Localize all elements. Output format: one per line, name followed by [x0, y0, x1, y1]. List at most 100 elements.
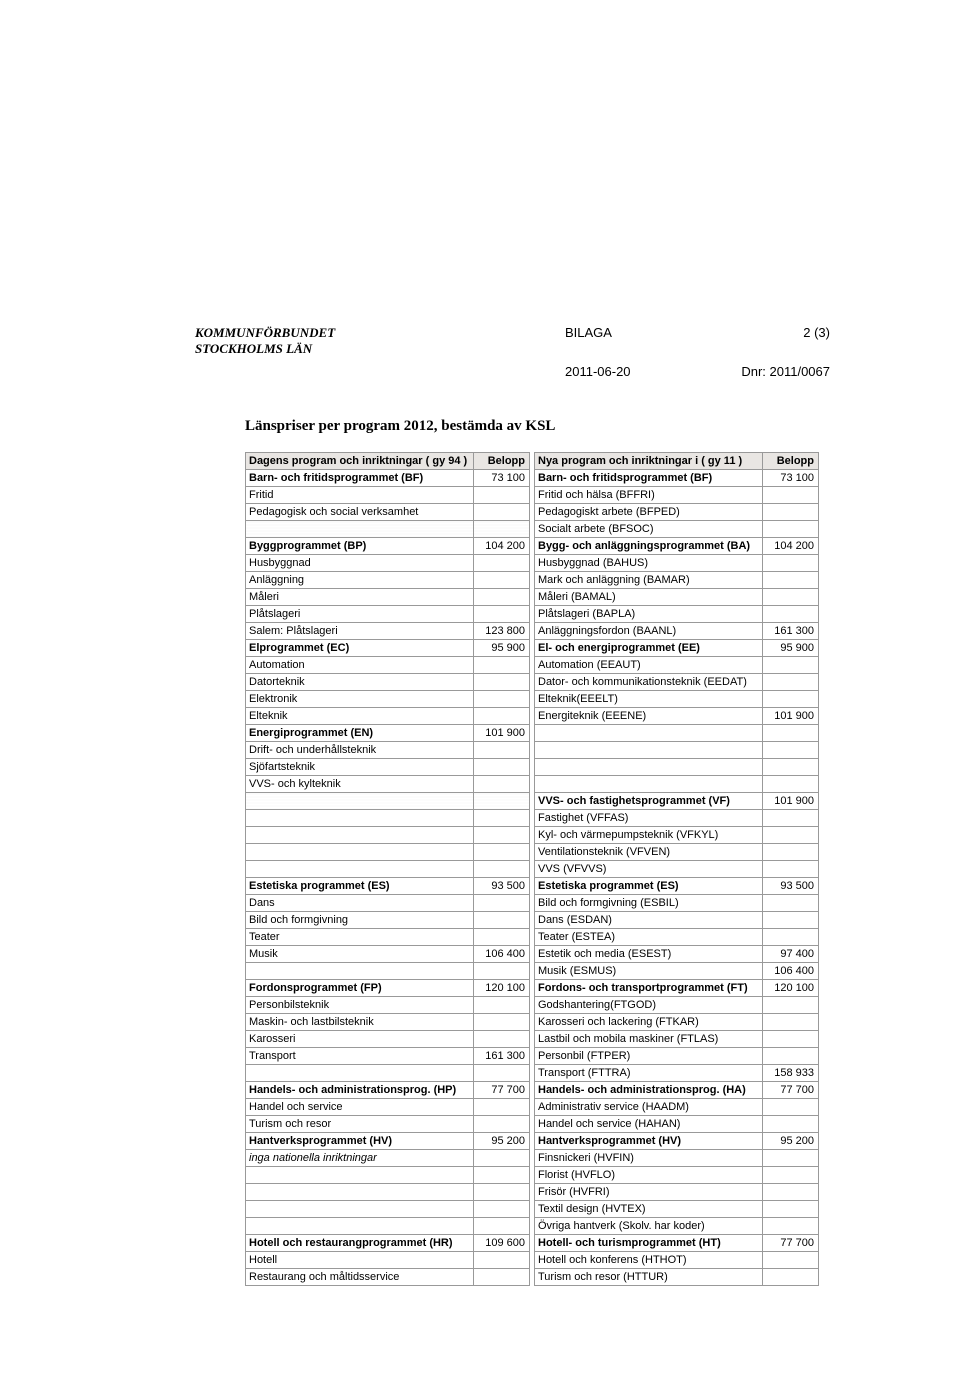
- table-row: Fordonsprogrammet (FP)120 100: [246, 980, 530, 997]
- table-row: Drift- och underhållsteknik: [246, 742, 530, 759]
- row-label: Dans: [246, 895, 474, 912]
- row-label: Drift- och underhållsteknik: [246, 742, 474, 759]
- row-label: [246, 1201, 474, 1218]
- row-amount: 93 500: [763, 878, 819, 895]
- table-row: Energiprogrammet (EN)101 900: [246, 725, 530, 742]
- table-row: [246, 793, 530, 810]
- row-label: [535, 742, 763, 759]
- row-label: [535, 725, 763, 742]
- row-amount: [474, 1252, 530, 1269]
- row-label: Bild och formgivning: [246, 912, 474, 929]
- row-label: Anläggningsfordon (BAANL): [535, 623, 763, 640]
- row-label: Barn- och fritidsprogrammet (BF): [535, 470, 763, 487]
- row-label: Estetiska programmet (ES): [246, 878, 474, 895]
- row-amount: 104 200: [763, 538, 819, 555]
- row-amount: [763, 487, 819, 504]
- row-amount: [763, 997, 819, 1014]
- row-amount: [474, 1116, 530, 1133]
- row-amount: [763, 589, 819, 606]
- row-amount: [474, 997, 530, 1014]
- row-label: Handel och service: [246, 1099, 474, 1116]
- row-label: Hotell: [246, 1252, 474, 1269]
- row-amount: 95 200: [763, 1133, 819, 1150]
- row-amount: [763, 895, 819, 912]
- row-amount: [474, 742, 530, 759]
- row-amount: 101 900: [763, 708, 819, 725]
- row-amount: 106 400: [474, 946, 530, 963]
- table-row: Fastighet (VFFAS): [535, 810, 819, 827]
- row-label: Måleri: [246, 589, 474, 606]
- row-label: Estetiska programmet (ES): [535, 878, 763, 895]
- row-amount: 120 100: [763, 980, 819, 997]
- row-label: Elektronik: [246, 691, 474, 708]
- row-label: [246, 1167, 474, 1184]
- table-row: Pedagogiskt arbete (BFPED): [535, 504, 819, 521]
- table-row: Fritid och hälsa (BFFRI): [535, 487, 819, 504]
- row-amount: [474, 708, 530, 725]
- table-row: [246, 1218, 530, 1235]
- row-label: Maskin- och lastbilsteknik: [246, 1014, 474, 1031]
- row-amount: [474, 572, 530, 589]
- table-row: Salem: Plåtslageri123 800: [246, 623, 530, 640]
- row-label: Handels- och administrationsprog. (HP): [246, 1082, 474, 1099]
- row-label: Karosseri och lackering (FTKAR): [535, 1014, 763, 1031]
- row-label: Salem: Plåtslageri: [246, 623, 474, 640]
- row-amount: [763, 1150, 819, 1167]
- row-label: Plåtslageri: [246, 606, 474, 623]
- row-amount: [474, 657, 530, 674]
- table-row: Byggprogrammet (BP)104 200: [246, 538, 530, 555]
- table-row: Handel och service (HAHAN): [535, 1116, 819, 1133]
- bilaga-label: BILAGA: [565, 325, 612, 340]
- row-label: [246, 793, 474, 810]
- table-row: Sjöfartsteknik: [246, 759, 530, 776]
- table-header-label: Dagens program och inriktningar ( gy 94 …: [246, 453, 474, 470]
- table-row: [246, 1167, 530, 1184]
- row-amount: [474, 1201, 530, 1218]
- table-row: VVS- och fastighetsprogrammet (VF)101 90…: [535, 793, 819, 810]
- table-row: [246, 521, 530, 538]
- table-row: Elektronik: [246, 691, 530, 708]
- row-amount: 161 300: [763, 623, 819, 640]
- table-row: Anläggningsfordon (BAANL)161 300: [535, 623, 819, 640]
- row-label: Måleri (BAMAL): [535, 589, 763, 606]
- table-row: Hotell och konferens (HTHOT): [535, 1252, 819, 1269]
- row-label: El- och energiprogrammet (EE): [535, 640, 763, 657]
- row-amount: [763, 521, 819, 538]
- row-amount: [763, 674, 819, 691]
- row-amount: 120 100: [474, 980, 530, 997]
- row-label: Florist (HVFLO): [535, 1167, 763, 1184]
- row-label: Transport (FTTRA): [535, 1065, 763, 1082]
- table-row: Handel och service: [246, 1099, 530, 1116]
- row-label: Elprogrammet (EC): [246, 640, 474, 657]
- table-row: Estetiska programmet (ES)93 500: [246, 878, 530, 895]
- table-row: [246, 963, 530, 980]
- document-date: 2011-06-20: [565, 364, 631, 379]
- table-row: Hantverksprogrammet (HV)95 200: [246, 1133, 530, 1150]
- row-amount: [474, 1150, 530, 1167]
- table-row: Fordons- och transportprogrammet (FT)120…: [535, 980, 819, 997]
- row-label: Dator- och kommunikationsteknik (EEDAT): [535, 674, 763, 691]
- org-line2: STOCKHOLMS LÄN: [195, 341, 830, 357]
- row-amount: 123 800: [474, 623, 530, 640]
- row-label: VVS- och fastighetsprogrammet (VF): [535, 793, 763, 810]
- table-row: inga nationella inriktningar: [246, 1150, 530, 1167]
- table-row: Energiteknik (EEENE)101 900: [535, 708, 819, 725]
- row-amount: [474, 861, 530, 878]
- row-amount: 101 900: [763, 793, 819, 810]
- row-label: Turism och resor (HTTUR): [535, 1269, 763, 1286]
- table-row: Datorteknik: [246, 674, 530, 691]
- row-amount: [763, 776, 819, 793]
- row-amount: [474, 691, 530, 708]
- row-label: Fordonsprogrammet (FP): [246, 980, 474, 997]
- row-amount: [474, 606, 530, 623]
- row-label: Turism och resor: [246, 1116, 474, 1133]
- row-label: Restaurang och måltidsservice: [246, 1269, 474, 1286]
- row-label: Byggprogrammet (BP): [246, 538, 474, 555]
- table-row: Bild och formgivning: [246, 912, 530, 929]
- table-row: Ventilationsteknik (VFVEN): [535, 844, 819, 861]
- table-row: Turism och resor (HTTUR): [535, 1269, 819, 1286]
- table-row: VVS- och kylteknik: [246, 776, 530, 793]
- table-row: Dans (ESDAN): [535, 912, 819, 929]
- table-row: Personbilsteknik: [246, 997, 530, 1014]
- row-amount: [763, 929, 819, 946]
